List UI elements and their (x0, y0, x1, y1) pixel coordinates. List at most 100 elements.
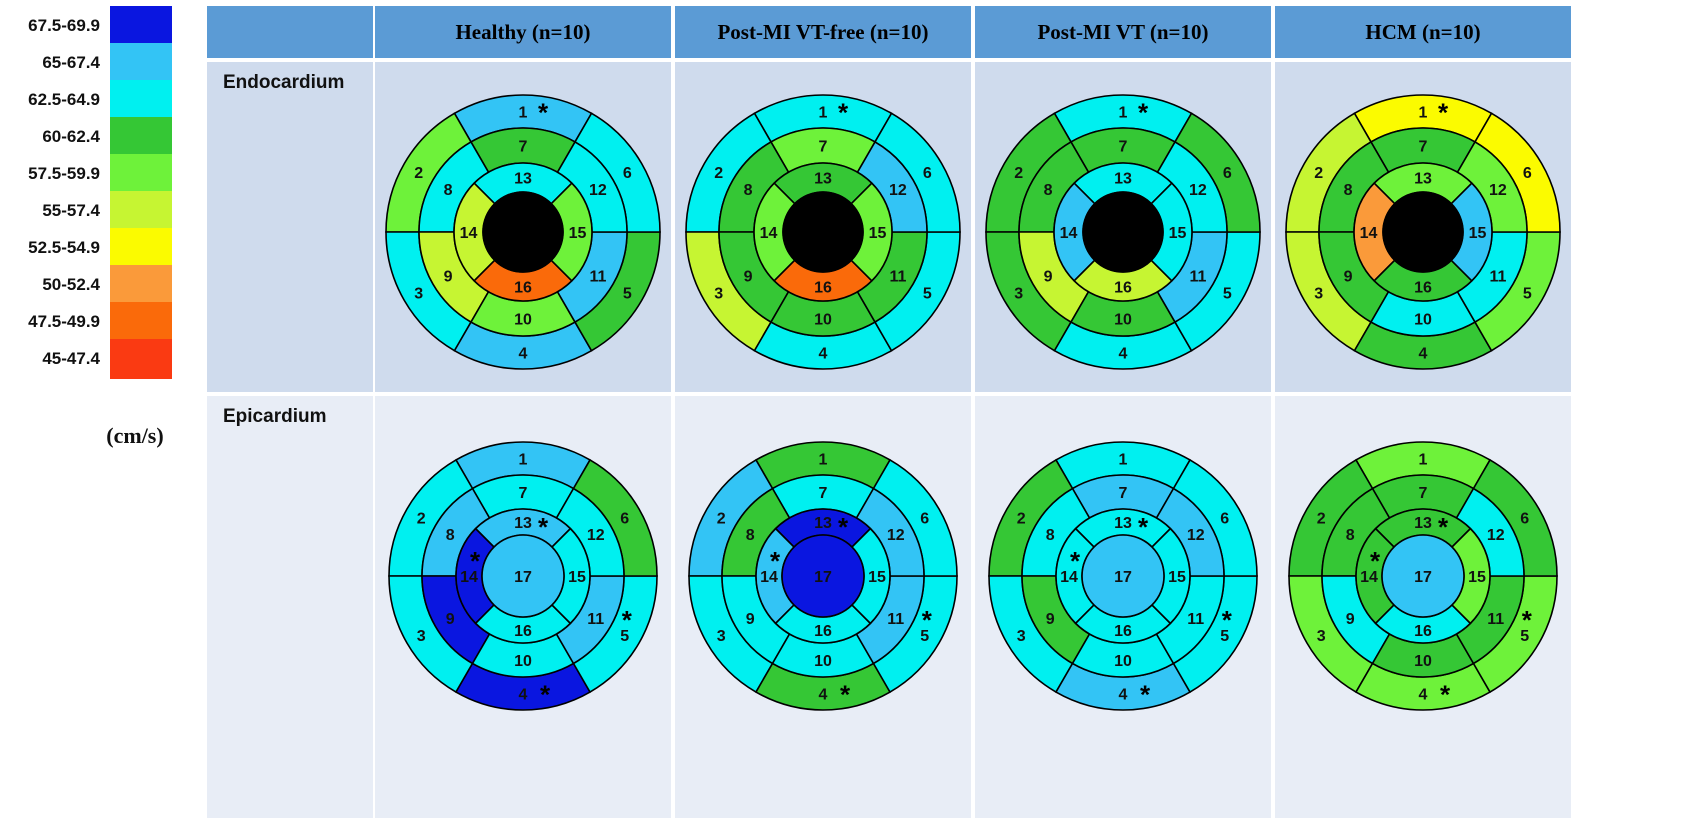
segment-label-9: 9 (1044, 268, 1053, 285)
segment-label-12: 12 (587, 527, 605, 544)
bullseye-cell: 1 2 3 4 5 6 7 8 9 10 11 12 13 14 15 16 17 * * * * (375, 396, 671, 818)
segment-label-5: 5 (1523, 285, 1532, 302)
segment-label-6: 6 (620, 510, 629, 527)
significance-star: * (538, 512, 549, 542)
segment-17 (482, 191, 564, 273)
significance-star: * (1140, 680, 1151, 710)
segment-label-4: 4 (1419, 687, 1428, 704)
legend-entry-label: 52.5-54.9 (28, 238, 100, 257)
significance-star: * (1138, 98, 1149, 128)
segment-label-4: 4 (819, 346, 828, 363)
segment-label-16: 16 (1414, 623, 1432, 640)
column-header: HCM (n=10) (1275, 6, 1571, 58)
segment-label-14: 14 (1360, 225, 1378, 242)
bullseye-cell: 1 2 3 4 5 6 7 8 9 10 11 12 13 14 15 16 17 * * * * (675, 396, 971, 818)
segment-label-15: 15 (569, 225, 587, 242)
significance-star: * (922, 605, 933, 635)
legend-entry: 65-67.4 (0, 43, 180, 83)
significance-star: * (838, 98, 849, 128)
segment-label-15: 15 (868, 569, 886, 586)
segment-label-1: 1 (1419, 105, 1428, 122)
segment-label-7: 7 (819, 139, 828, 156)
bullseye-cell: 1 2 3 4 5 6 7 8 9 10 11 12 13 14 15 16 * (675, 62, 971, 392)
segment-label-11: 11 (1187, 611, 1204, 628)
legend-entry-label: 55-57.4 (42, 201, 100, 220)
segment-17 (1082, 191, 1164, 273)
segment-label-3: 3 (414, 285, 423, 302)
segment-label-7: 7 (819, 485, 828, 502)
legend-swatch (110, 228, 172, 268)
row-label-cell: Epicardium (207, 396, 373, 818)
segment-label-3: 3 (1017, 628, 1026, 645)
segment-label-10: 10 (1414, 312, 1432, 329)
segment-label-15: 15 (1468, 569, 1486, 586)
segment-label-8: 8 (1344, 182, 1353, 199)
column-header: Post-MI VT (n=10) (975, 6, 1271, 58)
legend-entry-label: 65-67.4 (42, 53, 100, 72)
legend-swatch (110, 265, 172, 305)
segment-label-13: 13 (1414, 171, 1432, 188)
segment-label-9: 9 (446, 611, 455, 628)
segment-label-7: 7 (519, 485, 528, 502)
segment-label-7: 7 (1119, 485, 1128, 502)
segment-label-13: 13 (1114, 171, 1132, 188)
segment-label-3: 3 (417, 628, 426, 645)
significance-star: * (770, 546, 781, 576)
segment-label-13: 13 (1414, 515, 1432, 532)
segment-label-13: 13 (814, 171, 832, 188)
segment-label-16: 16 (814, 280, 832, 297)
segment-label-6: 6 (623, 165, 632, 182)
segment-label-6: 6 (923, 165, 932, 182)
segment-label-14: 14 (760, 569, 778, 586)
segment-label-7: 7 (519, 139, 528, 156)
segment-label-12: 12 (1489, 182, 1507, 199)
segment-label-7: 7 (1419, 139, 1428, 156)
bullseye-cell: 1 2 3 4 5 6 7 8 9 10 11 12 13 14 15 16 * (1275, 62, 1571, 392)
significance-star: * (1440, 680, 1451, 710)
significance-star: * (1522, 605, 1533, 635)
segment-label-2: 2 (1314, 165, 1323, 182)
significance-star: * (1222, 605, 1233, 635)
segment-label-16: 16 (1114, 280, 1132, 297)
legend-entry-label: 60-62.4 (42, 127, 100, 146)
legend-swatch (110, 339, 172, 379)
segment-label-4: 4 (1119, 687, 1128, 704)
segment-label-4: 4 (1419, 346, 1428, 363)
legend-swatch (110, 302, 172, 342)
segment-label-3: 3 (714, 285, 723, 302)
segment-label-1: 1 (819, 105, 828, 122)
segment-label-2: 2 (1317, 510, 1326, 527)
segment-label-5: 5 (1223, 285, 1232, 302)
significance-star: * (540, 680, 551, 710)
segment-label-15: 15 (1168, 569, 1186, 586)
legend-entry: 55-57.4 (0, 191, 180, 231)
segment-label-12: 12 (887, 527, 905, 544)
legend-entry: 50-52.4 (0, 265, 180, 305)
segment-label-16: 16 (814, 623, 832, 640)
segment-label-8: 8 (744, 182, 753, 199)
segment-label-8: 8 (1346, 527, 1355, 544)
significance-star: * (1438, 512, 1449, 542)
segment-label-5: 5 (1520, 628, 1529, 645)
segment-label-14: 14 (460, 225, 478, 242)
segment-label-3: 3 (1014, 285, 1023, 302)
segment-17 (1081, 534, 1165, 618)
segment-label-15: 15 (568, 569, 586, 586)
segment-label-10: 10 (514, 312, 532, 329)
legend-entry-label: 67.5-69.9 (28, 16, 100, 35)
segment-label-4: 4 (1119, 346, 1128, 363)
segment-label-14: 14 (760, 225, 778, 242)
segment-label-15: 15 (1169, 225, 1187, 242)
segment-label-17: 17 (514, 569, 532, 586)
segment-label-6: 6 (920, 510, 929, 527)
segment-label-16: 16 (514, 280, 532, 297)
segment-label-12: 12 (1187, 527, 1205, 544)
segment-label-10: 10 (514, 653, 532, 670)
segment-label-7: 7 (1419, 485, 1428, 502)
legend-entry: 57.5-59.9 (0, 154, 180, 194)
